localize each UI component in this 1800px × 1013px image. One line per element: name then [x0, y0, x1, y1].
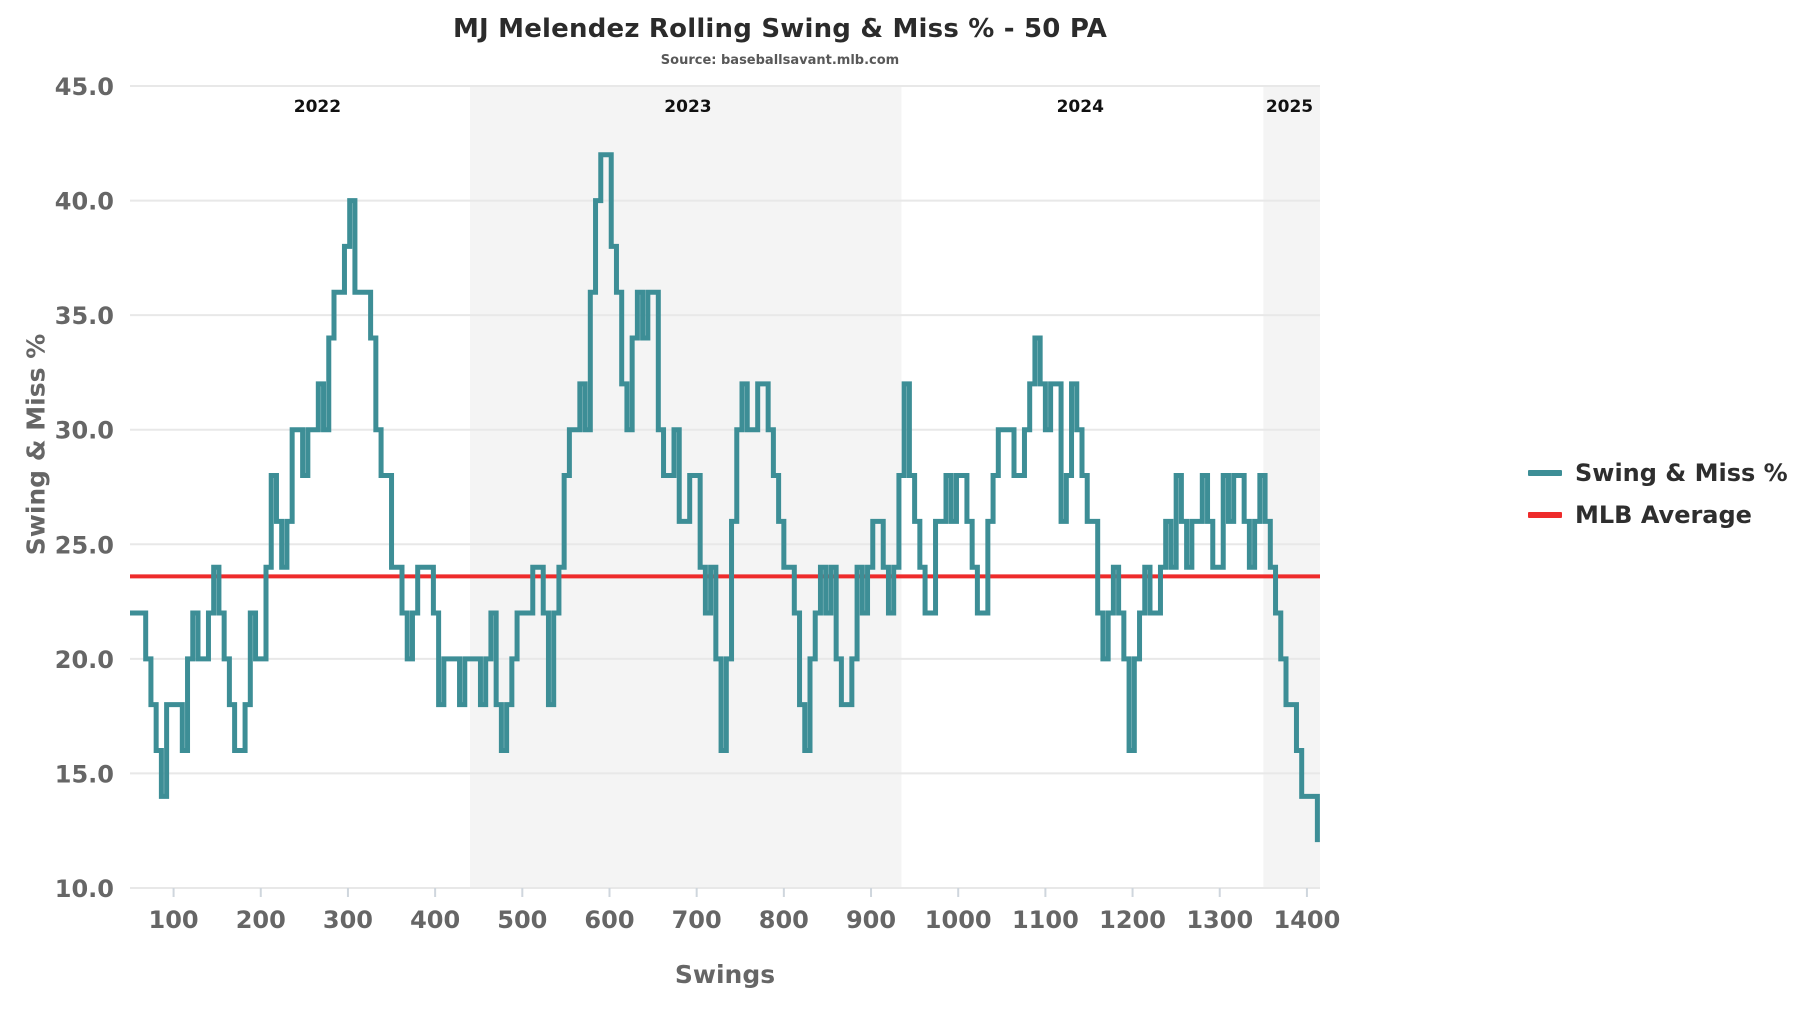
y-axis-ticks: 10.0 15.0 20.0 25.0 30.0 35.0 40.0 45.0 [55, 73, 114, 903]
svg-text:600: 600 [584, 906, 634, 934]
season-shaded-bands [470, 86, 1320, 888]
svg-text:40.0: 40.0 [55, 188, 114, 216]
svg-text:1200: 1200 [1099, 906, 1166, 934]
svg-text:1400: 1400 [1274, 906, 1341, 934]
svg-text:20.0: 20.0 [55, 646, 114, 674]
legend-item-mlb-average[interactable]: MLB Average [1528, 494, 1798, 536]
svg-text:15.0: 15.0 [55, 760, 114, 788]
svg-text:45.0: 45.0 [55, 73, 114, 101]
chart-source-subtitle: Source: baseballsavant.mlb.com [660, 53, 900, 68]
svg-text:25.0: 25.0 [55, 531, 114, 559]
legend-color-swatch-mlb-average [1528, 512, 1562, 518]
chart-legend: Swing & Miss % MLB Average [1528, 452, 1798, 536]
x-axis-ticks: 100 200 300 400 500 600 700 800 900 1000 1100 1200 1… [149, 888, 1341, 934]
svg-text:1000: 1000 [925, 906, 992, 934]
svg-text:2023: 2023 [664, 97, 711, 117]
svg-text:35.0: 35.0 [55, 302, 114, 330]
svg-text:1300: 1300 [1186, 906, 1253, 934]
legend-label-mlb-average: MLB Average [1575, 501, 1752, 529]
x-axis-title: Swings [674, 960, 776, 989]
swing-miss-series-line [130, 152, 1320, 843]
svg-text:200: 200 [236, 906, 286, 934]
season-year-labels: 2022 2023 2024 2025 [294, 97, 1313, 117]
svg-text:2024: 2024 [1057, 97, 1104, 117]
svg-text:900: 900 [846, 906, 896, 934]
svg-text:400: 400 [410, 906, 460, 934]
svg-text:10.0: 10.0 [55, 875, 114, 903]
svg-text:1100: 1100 [1012, 906, 1079, 934]
page-title: MJ Melendez Rolling Swing & Miss % - 50 … [452, 14, 1108, 44]
svg-text:2025: 2025 [1266, 97, 1313, 117]
svg-text:300: 300 [323, 906, 373, 934]
svg-text:2022: 2022 [294, 97, 341, 117]
legend-label-swing-miss: Swing & Miss % [1575, 459, 1788, 487]
svg-text:700: 700 [672, 906, 722, 934]
svg-text:100: 100 [149, 906, 199, 934]
legend-item-swing-miss[interactable]: Swing & Miss % [1528, 452, 1798, 494]
y-axis-title: Swing & Miss % [21, 333, 51, 556]
legend-color-swatch-swing-miss [1528, 470, 1562, 476]
svg-text:800: 800 [759, 906, 809, 934]
svg-text:30.0: 30.0 [55, 417, 114, 445]
svg-text:500: 500 [497, 906, 547, 934]
